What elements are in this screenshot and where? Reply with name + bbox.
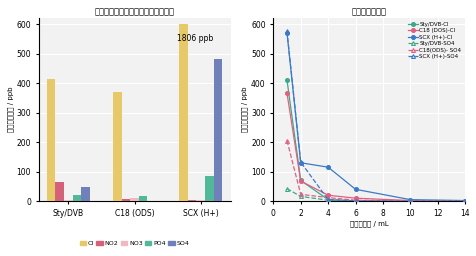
Bar (64, 200, 72, 201)
Bar (139, 196, 147, 201)
Bar (188, 200, 196, 201)
Title: 純水洗浄の効果: 純水洗浄の効果 (351, 7, 386, 16)
Y-axis label: イオン溶出量 / ppb: イオン溶出量 / ppb (7, 87, 13, 132)
Bar (72, 195, 81, 201)
Bar (147, 200, 156, 201)
Bar (179, 24, 188, 201)
Y-axis label: イオン溶出量 / ppb: イオン溶出量 / ppb (241, 87, 248, 132)
Bar (47, 79, 55, 201)
Bar (130, 198, 139, 201)
Bar (121, 199, 130, 201)
Title: 固相抽出カートリッジからの溶出量: 固相抽出カートリッジからの溶出量 (94, 7, 174, 16)
Text: 1806 ppb: 1806 ppb (177, 34, 213, 43)
Bar (55, 182, 64, 201)
Legend: Sty/DVB-Cl, C18 (DOS)-Cl, SCX (H+)-Cl, Sty/DVB-SO4, C18(ODS)- SO4, SCX (H+)-SO4: Sty/DVB-Cl, C18 (DOS)-Cl, SCX (H+)-Cl, S… (406, 21, 462, 60)
Legend: Cl, NO2, NO3, PO4, SO4: Cl, NO2, NO3, PO4, SO4 (79, 241, 189, 246)
Bar (205, 176, 213, 201)
Bar (213, 59, 222, 201)
X-axis label: 純水洗浄量 / mL: 純水洗浄量 / mL (349, 221, 388, 227)
Bar (196, 200, 205, 201)
Bar (81, 187, 89, 201)
Bar (113, 92, 121, 201)
